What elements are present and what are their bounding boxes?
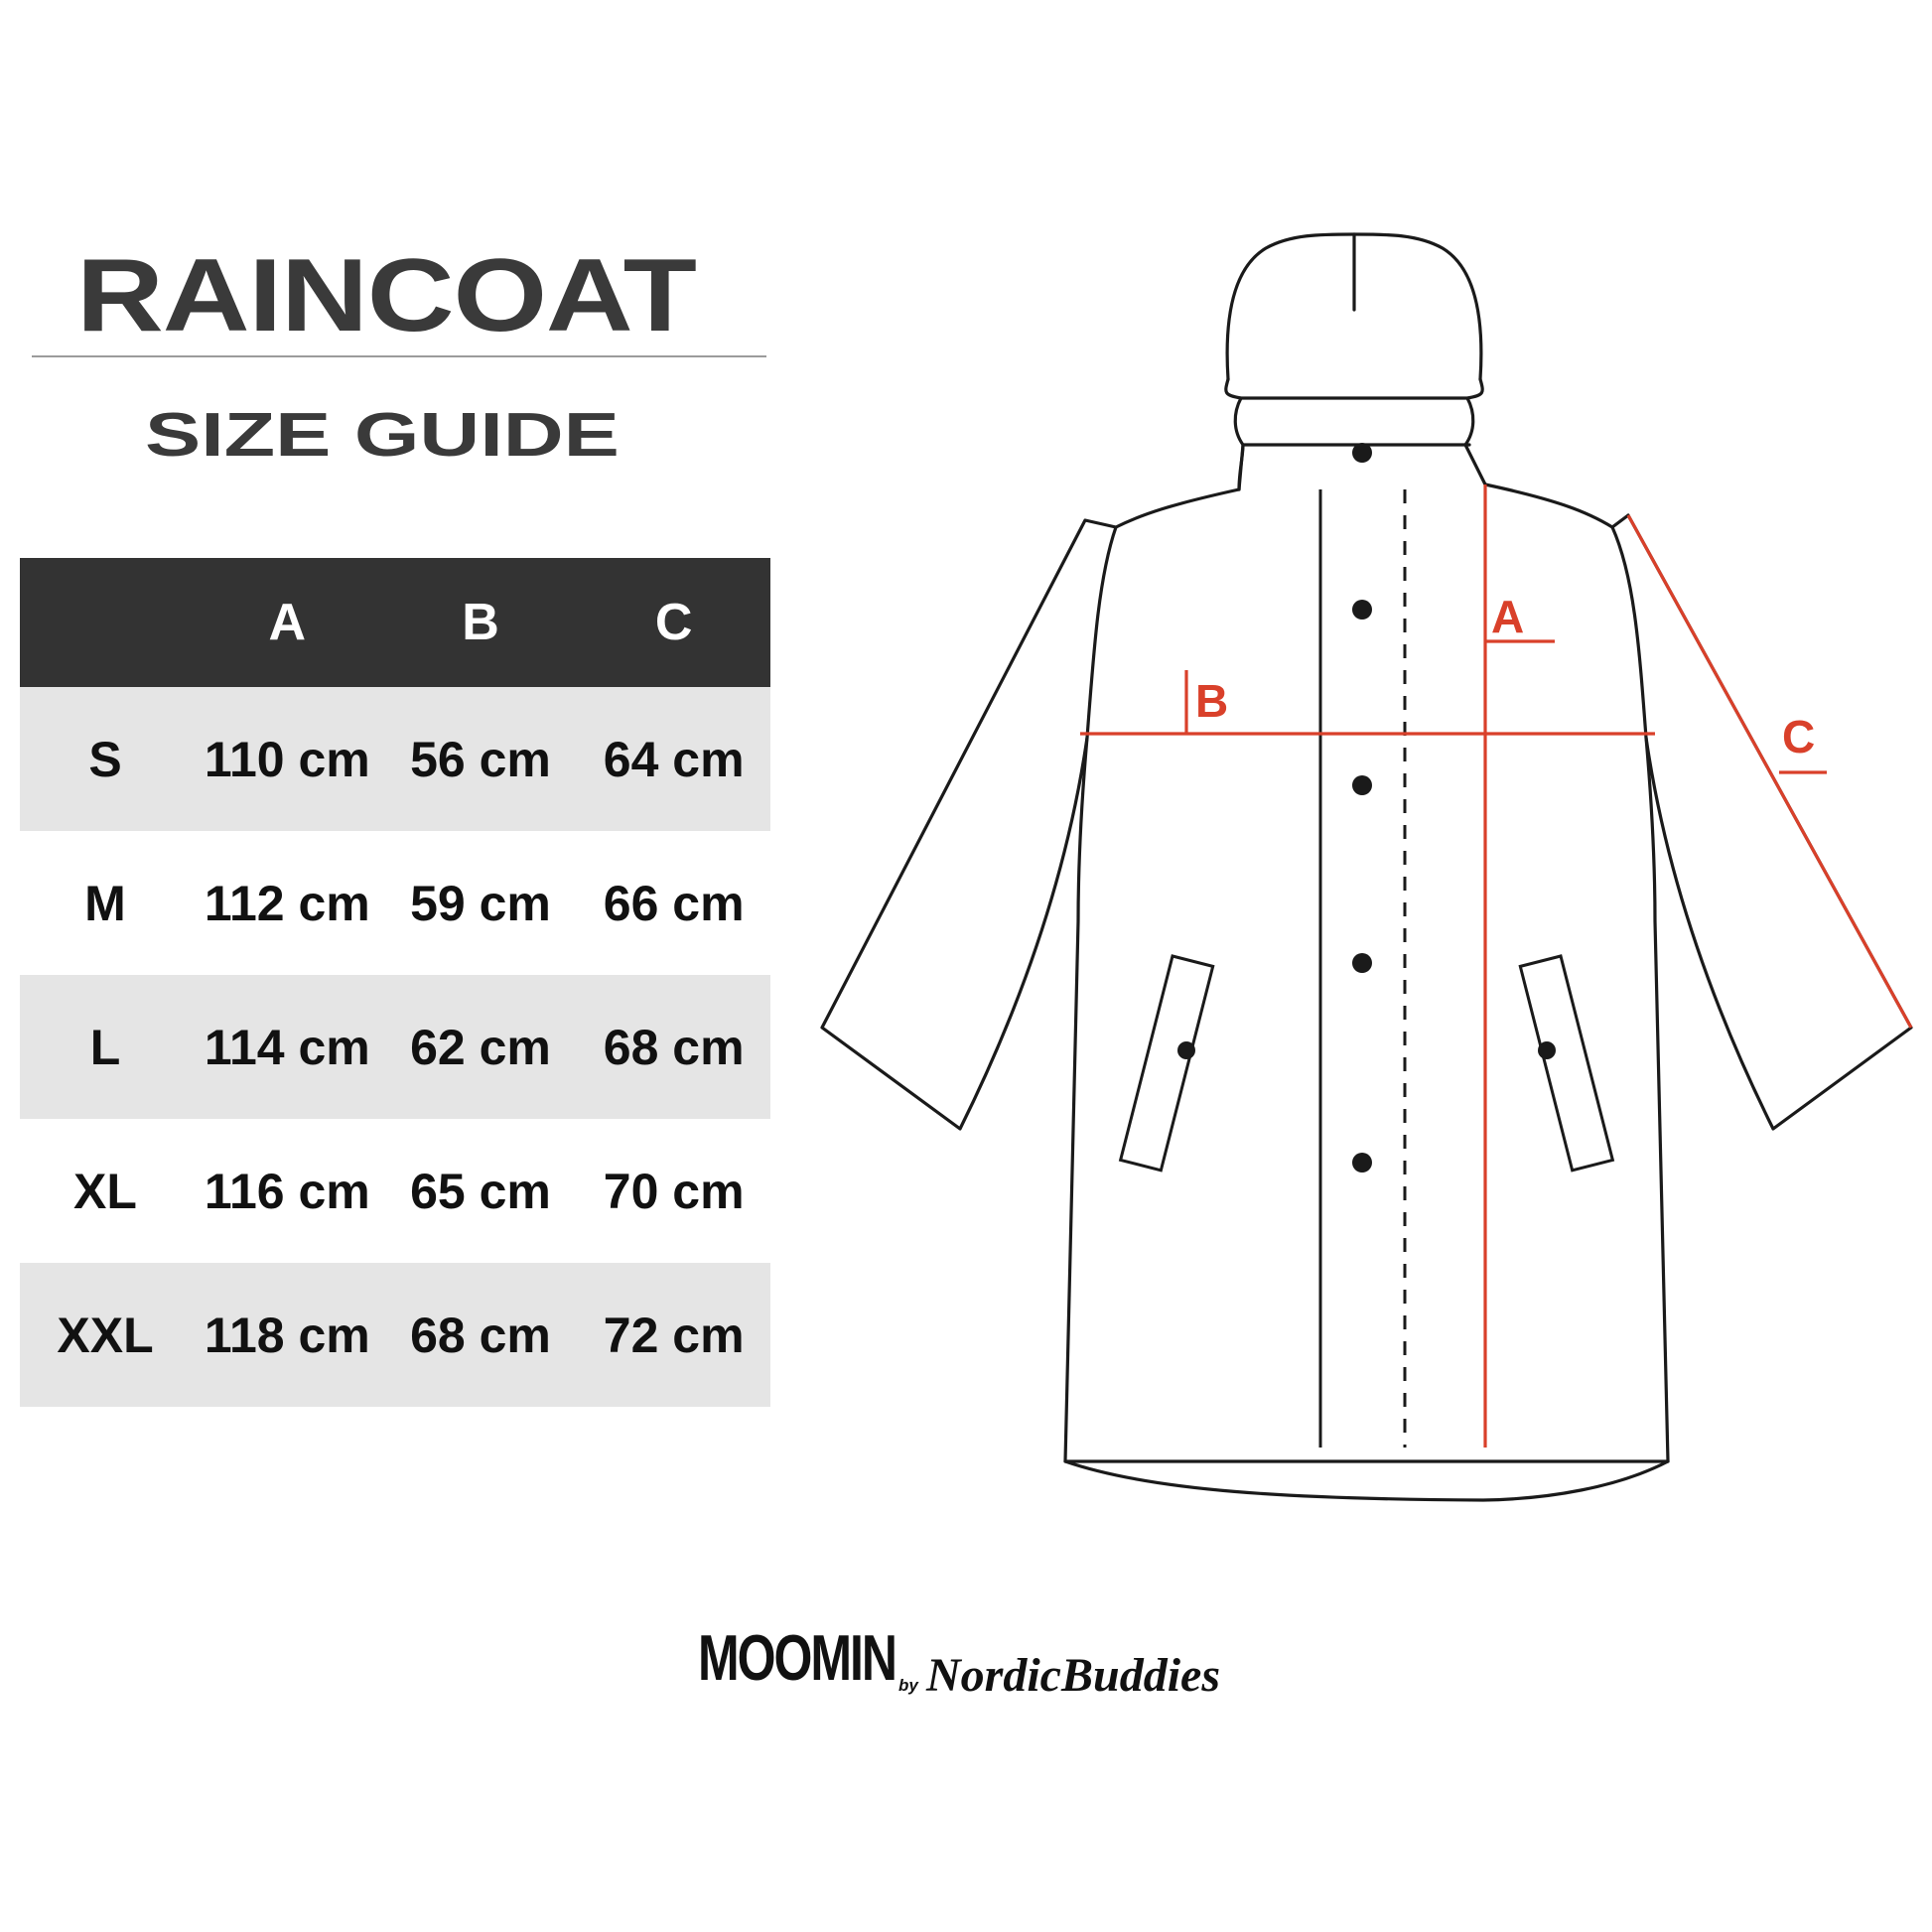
svg-text:A: A [1491,591,1524,642]
svg-text:C: C [1782,711,1815,762]
svg-text:by: by [898,1676,919,1695]
svg-text:MOOMIN: MOOMIN [698,1623,896,1695]
svg-text:NordicBuddies: NordicBuddies [925,1649,1220,1702]
svg-text:B: B [1195,675,1228,727]
